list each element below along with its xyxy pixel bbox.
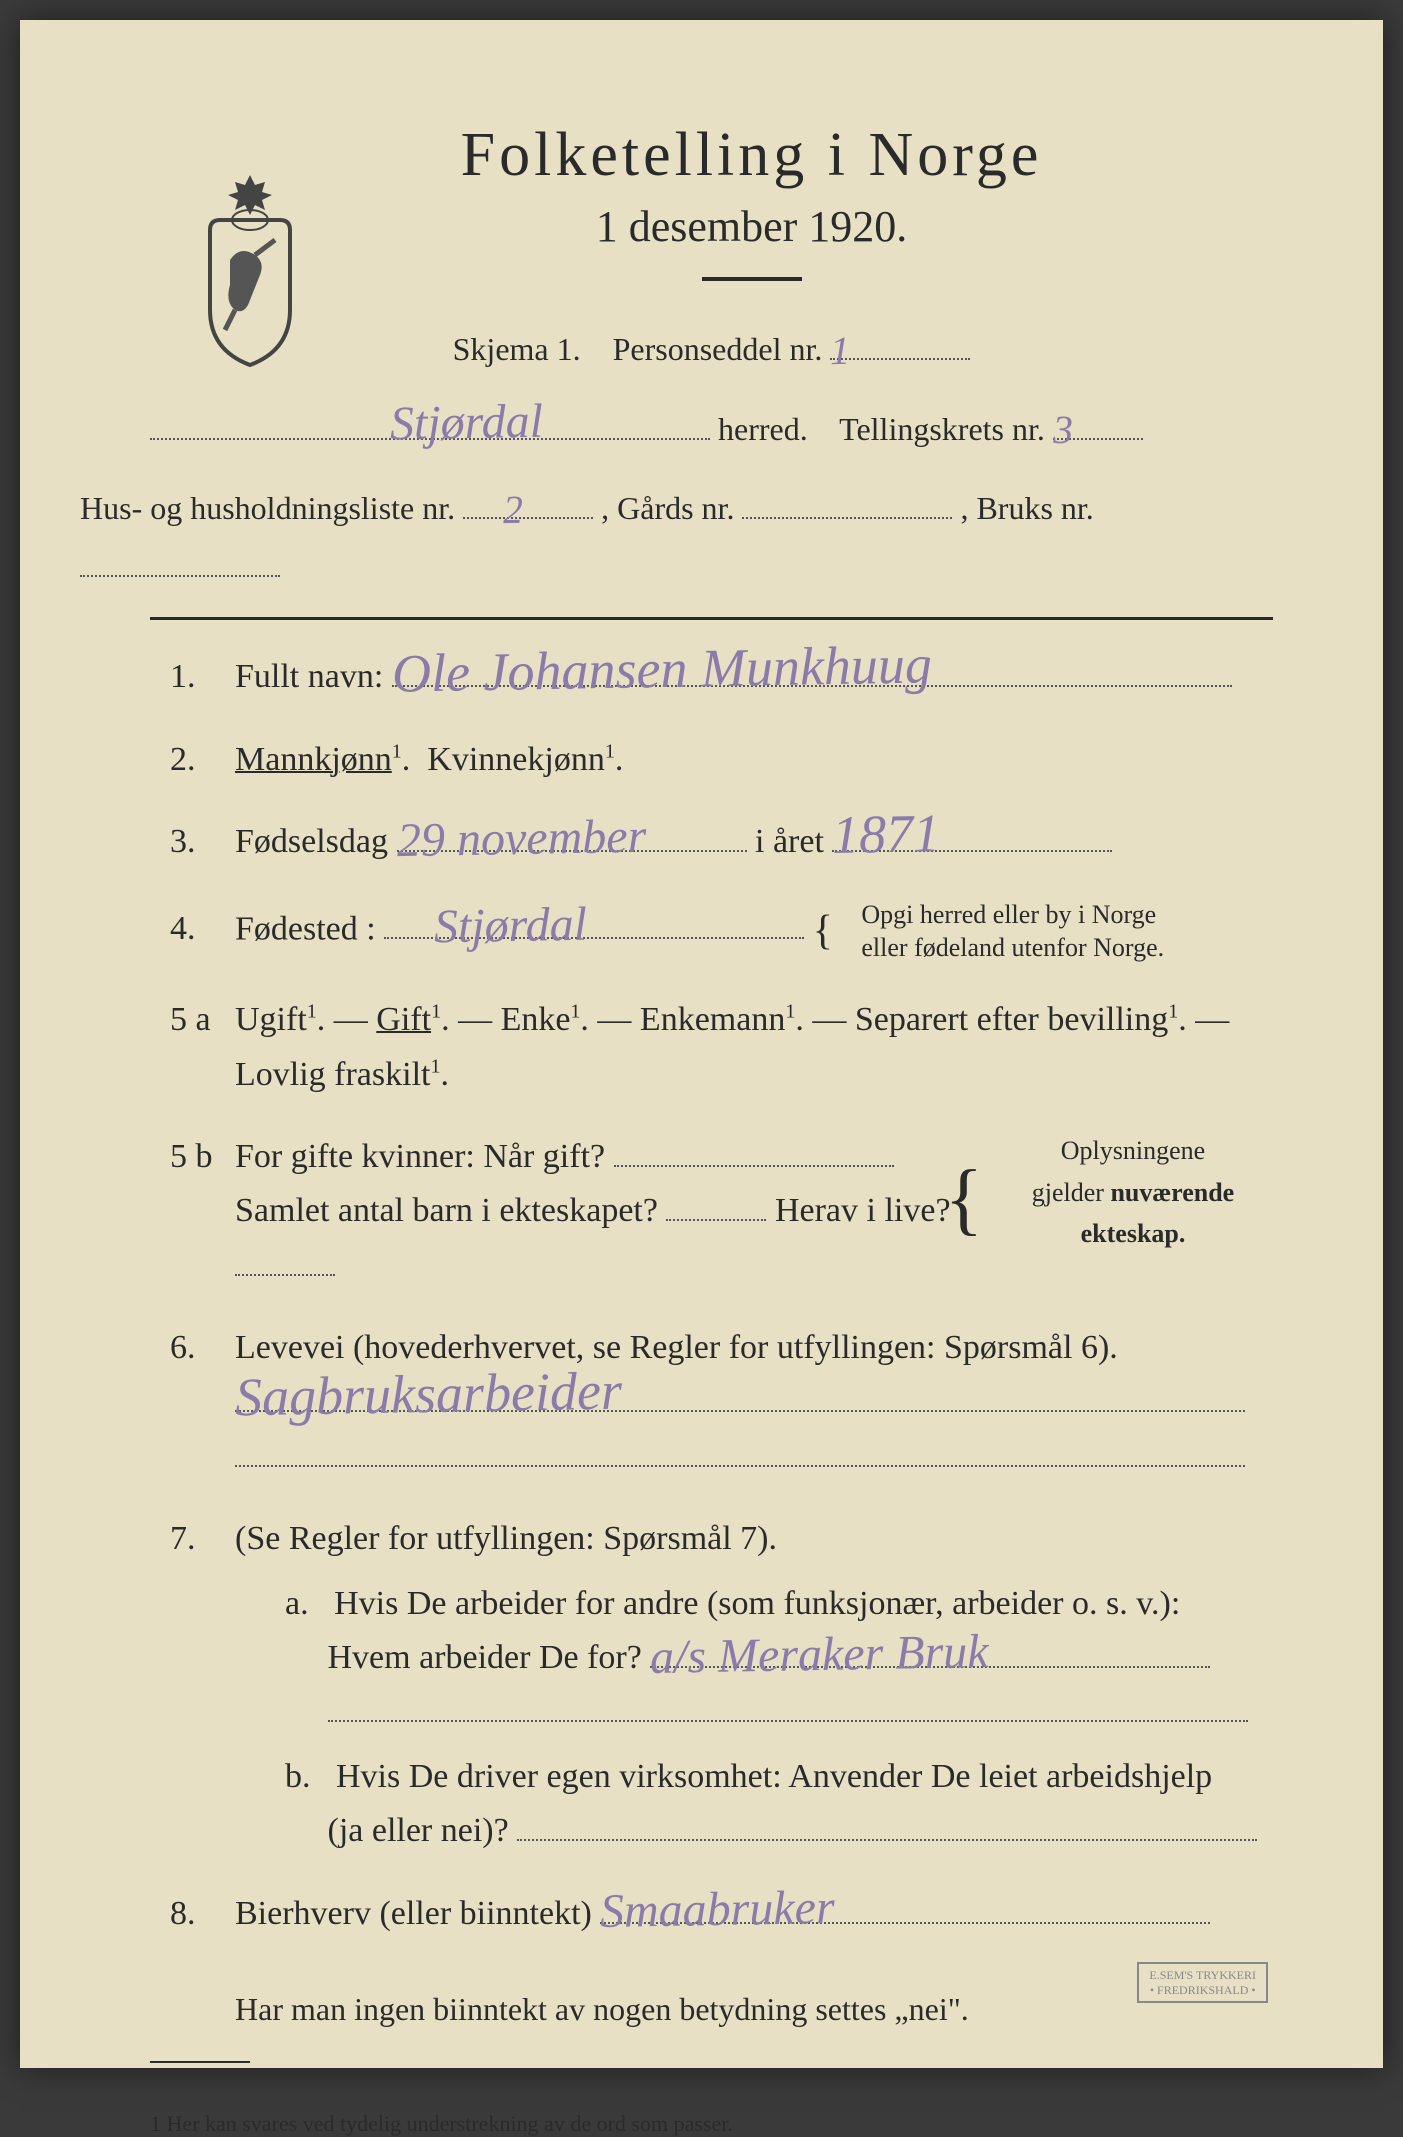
census-form-page: Folketelling i Norge 1 desember 1920. Sk… bbox=[20, 20, 1383, 2068]
q3-num: 3. bbox=[150, 815, 235, 869]
meta-line-2: Stjørdal herred. Tellingskrets nr. 3 bbox=[150, 401, 1273, 459]
question-8: 8. Bierhverv (eller biinntekt) Smaabruke… bbox=[150, 1887, 1273, 1941]
q3-day-value: 29 november bbox=[396, 799, 647, 880]
q5a-opt6: Lovlig fraskilt bbox=[235, 1056, 430, 1093]
q5a-opt3: Enke bbox=[501, 1001, 571, 1038]
question-5a: 5 a Ugift1. — Gift1. — Enke1. — Enkemann… bbox=[150, 993, 1273, 1102]
question-5b: 5 b Oplysningene gjelder nuværende ektes… bbox=[150, 1130, 1273, 1293]
skjema-label: Skjema 1. bbox=[453, 331, 581, 367]
q1-label: Fullt navn: bbox=[235, 658, 383, 695]
form-title: Folketelling i Norge bbox=[230, 120, 1273, 191]
q2-num: 2. bbox=[150, 733, 235, 787]
meta-line-3: Hus- og husholdningsliste nr. 2 , Gårds … bbox=[80, 480, 1273, 595]
question-2: 2. Mannkjønn1. Kvinnekjønn1. bbox=[150, 733, 1273, 787]
gards-value bbox=[742, 517, 952, 519]
separator-1 bbox=[150, 617, 1273, 620]
q4-note: Opgi herred eller by i Norge eller fødel… bbox=[861, 898, 1164, 966]
stamp-line2: • FREDRIKSHALD • bbox=[1150, 1983, 1256, 1997]
q5b-note1: Oplysningene bbox=[1061, 1136, 1205, 1165]
q5a-opt2: Gift bbox=[376, 1001, 431, 1038]
personseddel-label: Personseddel nr. bbox=[613, 331, 823, 367]
herred-value: Stjørdal bbox=[389, 378, 543, 467]
question-4: 4. Fødested : Stjørdal { Opgi herred ell… bbox=[150, 898, 1273, 966]
question-1: 1. Fullt navn: Ole Johansen Munkhuug bbox=[150, 650, 1273, 704]
question-3: 3. Fødselsdag 29 november i året 1871 bbox=[150, 815, 1273, 869]
q7a-value: a/s Meraker Bruk bbox=[650, 1614, 990, 1697]
meta-line-1: Skjema 1. Personseddel nr. 1 bbox=[150, 321, 1273, 379]
tellingskrets-label: Tellingskrets nr. bbox=[839, 411, 1045, 447]
q5b-label3: Herav i live? bbox=[775, 1192, 951, 1229]
q7a-num: a. bbox=[285, 1585, 309, 1622]
q7a-label1: Hvis De arbeider for andre (som funksjon… bbox=[334, 1585, 1180, 1622]
q4-value: Stjørdal bbox=[434, 886, 588, 965]
bruks-value bbox=[80, 575, 280, 577]
printer-stamp: E.SEM'S TRYKKERI • FREDRIKSHALD • bbox=[1137, 1962, 1268, 2003]
q5b-label1: For gifte kvinner: Når gift? bbox=[235, 1138, 605, 1175]
question-7b: b. Hvis De driver egen virksomhet: Anven… bbox=[235, 1750, 1273, 1859]
q4-note1: Opgi herred eller by i Norge bbox=[861, 900, 1156, 929]
q5b-note: Oplysningene gjelder nuværende ekteskap. bbox=[993, 1130, 1273, 1255]
q5a-opt4: Enkemann bbox=[640, 1001, 785, 1038]
q8-value: Smaabruker bbox=[600, 1870, 836, 1951]
q5b-label2: Samlet antal barn i ekteskapet? bbox=[235, 1192, 658, 1229]
q5b-num: 5 b bbox=[150, 1130, 235, 1184]
q1-value: Ole Johansen Munkhuug bbox=[391, 622, 932, 718]
stamp-line1: E.SEM'S TRYKKERI bbox=[1149, 1968, 1256, 1982]
header-divider bbox=[702, 277, 802, 281]
q5a-opt1: Ugift bbox=[235, 1001, 307, 1038]
q5a-num: 5 a bbox=[150, 993, 235, 1047]
q4-num: 4. bbox=[150, 902, 235, 956]
q7b-label2: (ja eller nei)? bbox=[328, 1812, 509, 1849]
q8-label: Bierhverv (eller biinntekt) bbox=[235, 1895, 592, 1932]
q7-num: 7. bbox=[150, 1512, 235, 1566]
q4-note2: eller fødeland utenfor Norge. bbox=[861, 933, 1164, 962]
q5b-note3: ekteskap. bbox=[1081, 1219, 1186, 1248]
q7-label: (Se Regler for utfyllingen: Spørsmål 7). bbox=[235, 1520, 777, 1557]
q7b-label1: Hvis De driver egen virksomhet: Anvender… bbox=[336, 1758, 1212, 1795]
q5a-opt5: Separert efter bevilling bbox=[855, 1001, 1168, 1038]
bottom-note: Har man ingen biinntekt av nogen betydni… bbox=[150, 1981, 1273, 2039]
q7a-label2: Hvem arbeider De for? bbox=[328, 1639, 642, 1676]
bruks-label: , Bruks nr. bbox=[960, 490, 1093, 526]
q3-mid: i året bbox=[755, 823, 824, 860]
personseddel-value: 1 bbox=[830, 314, 851, 386]
q7b-num: b. bbox=[285, 1758, 311, 1795]
tellingskrets-value: 3 bbox=[1052, 394, 1073, 466]
question-6: 6. Levevei (hovederhvervet, se Regler fo… bbox=[150, 1321, 1273, 1484]
form-subtitle: 1 desember 1920. bbox=[230, 201, 1273, 252]
q3-year-value: 1871 bbox=[832, 790, 941, 878]
q1-num: 1. bbox=[150, 650, 235, 704]
q5b-note2b: nuværende bbox=[1110, 1178, 1234, 1207]
q5b-note2: gjelder bbox=[1032, 1178, 1104, 1207]
q4-label: Fødested : bbox=[235, 910, 376, 947]
footnote-rule bbox=[150, 2061, 250, 2063]
q8-num: 8. bbox=[150, 1887, 235, 1941]
q2-opt1: Mannkjønn bbox=[235, 741, 392, 778]
q6-num: 6. bbox=[150, 1321, 235, 1375]
husliste-label: Hus- og husholdningsliste nr. bbox=[80, 490, 455, 526]
question-7: 7. (Se Regler for utfyllingen: Spørsmål … bbox=[150, 1512, 1273, 1858]
footnote: 1 Her kan svares ved tydelig understrekn… bbox=[150, 2103, 1273, 2137]
q3-label: Fødselsdag bbox=[235, 823, 388, 860]
q6-value: Sagbruksarbeider bbox=[234, 1348, 622, 1441]
herred-label: herred. bbox=[718, 411, 808, 447]
question-7a: a. Hvis De arbeider for andre (som funks… bbox=[235, 1577, 1273, 1740]
q2-opt2: Kvinnekjønn bbox=[427, 741, 605, 778]
gards-label: , Gårds nr. bbox=[601, 490, 734, 526]
husliste-value: 2 bbox=[502, 474, 523, 546]
